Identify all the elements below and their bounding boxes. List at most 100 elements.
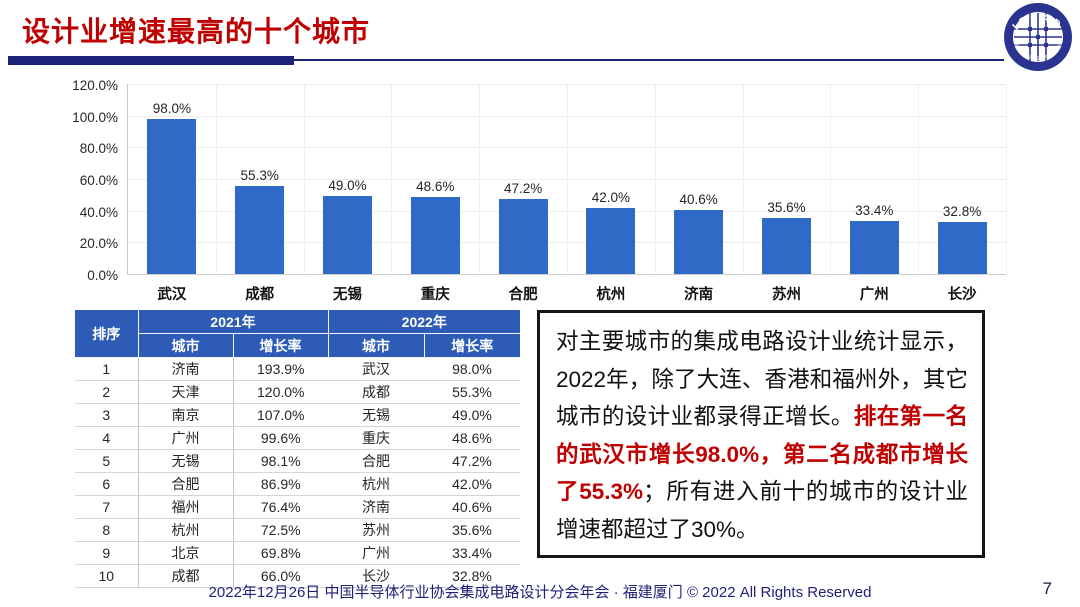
table-cell: 5 — [75, 449, 138, 473]
chart-bar-slot: 48.6% 重庆 — [391, 84, 479, 303]
table-cell: 济南 — [328, 495, 424, 519]
table-cell: 193.9% — [232, 357, 328, 381]
table-cell: 3 — [75, 403, 138, 427]
table-cell: 济南 — [137, 357, 233, 381]
table-cell: 合肥 — [328, 449, 424, 473]
chart-bar-slot: 33.4% 广州 — [830, 84, 918, 303]
chart-bar-slot: 47.2% 合肥 — [479, 84, 567, 303]
y-axis: 0.0% 20.0% 40.0% 60.0% 80.0% 100.0% 120.0% — [0, 78, 118, 283]
table-cell: 69.8% — [232, 541, 328, 565]
bar-category-label: 杭州 — [596, 287, 626, 303]
bar-category-label: 无锡 — [332, 287, 362, 303]
table-row: 3 南京 107.0% 无锡 49.0% — [75, 403, 520, 427]
table-row: 5 无锡 98.1% 合肥 47.2% — [75, 449, 520, 473]
y-axis-tick-label: 20.0% — [79, 236, 118, 252]
iccad-logo-icon: ICCAD 中国半导体行业协会集成电路设计分会 — [1004, 3, 1072, 71]
bar-category-label: 长沙 — [947, 287, 977, 303]
gridline-vertical — [918, 84, 920, 274]
divider-thick-bar — [8, 56, 294, 65]
table-cell: 9 — [75, 541, 138, 565]
gridline-vertical — [391, 84, 393, 274]
table-cell: 北京 — [137, 541, 233, 565]
table-cell: 40.6% — [424, 495, 520, 519]
page-number: 7 — [1042, 579, 1052, 598]
table-cell: 32.8% — [424, 564, 520, 588]
chart-bar-slot: 98.0% 武汉 — [128, 84, 216, 303]
table-cell: 成都 — [137, 564, 233, 588]
gridline-vertical — [479, 84, 481, 274]
plot-area: 98.0% 武汉 55.3% 成都 49.0% 无锡 48.6% 重庆 47.2% 合肥 42.0%… — [127, 84, 1007, 303]
table-cell: 33.4% — [424, 541, 520, 565]
table-cell: 福州 — [137, 495, 233, 519]
table-cell: 广州 — [328, 541, 424, 565]
chart-bar-slot: 35.6% 苏州 — [743, 84, 831, 303]
growth-bar-chart: 0.0% 20.0% 40.0% 60.0% 80.0% 100.0% 120.0% 98.… — [0, 70, 1080, 308]
table-cell: 广州 — [137, 426, 233, 450]
bars-container: 98.0% 武汉 55.3% 成都 49.0% 无锡 48.6% 重庆 47.2% 合肥 42.0%… — [128, 84, 1006, 303]
table-cell: 4 — [75, 426, 138, 450]
gridline-vertical — [654, 84, 656, 274]
title-divider — [8, 56, 1004, 65]
bar-value-label: 32.8% — [942, 204, 982, 220]
bar-value-label: 55.3% — [240, 168, 279, 184]
table-cell: 48.6% — [424, 426, 520, 450]
chart-bar — [147, 118, 197, 274]
summary-note-box: 对主要城市的集成电路设计业统计显示，2022年，除了大连、香港和福州外，其它城市… — [537, 310, 985, 558]
table-cell: 72.5% — [232, 518, 328, 542]
table-cell: 合肥 — [137, 472, 233, 496]
chart-bar — [410, 197, 460, 274]
bar-value-label: 42.0% — [591, 189, 631, 205]
table-cell: 杭州 — [328, 472, 424, 496]
table-cell: 10 — [75, 564, 138, 588]
table-cell: 天津 — [137, 380, 233, 404]
bar-value-label: 40.6% — [679, 191, 718, 207]
table-cell: 2 — [75, 380, 138, 404]
table-cell: 8 — [75, 518, 138, 542]
y-axis-tick-label: 40.0% — [79, 204, 118, 220]
bar-category-label: 合肥 — [508, 287, 538, 303]
table-row: 8 杭州 72.5% 苏州 35.6% — [75, 518, 520, 542]
table-header-2021: 2021年 — [137, 310, 329, 334]
note-text-highlight: 排在第一名的武汉市增长98.0%，第二名成都市增长了55.3% — [556, 404, 968, 504]
table-cell: 86.9% — [232, 472, 328, 496]
table-cell: 55.3% — [424, 380, 520, 404]
gridline-vertical — [567, 84, 568, 274]
bar-value-label: 49.0% — [328, 178, 367, 194]
y-axis-tick-label: 80.0% — [79, 141, 118, 157]
y-axis-tick-label: 120.0% — [72, 78, 118, 93]
gridlines — [128, 84, 1007, 274]
city-growth-table: 排序 2021年 2022年 城市 增长率 城市 增长率 1 济南 193.9% 武汉… — [75, 310, 520, 588]
table-header-rank: 排序 — [75, 310, 139, 358]
table-cell: 无锡 — [328, 403, 424, 427]
table-row: 9 北京 69.8% 广州 33.4% — [75, 541, 520, 565]
table-cell: 南京 — [137, 403, 233, 427]
divider-thin-line — [294, 59, 1004, 61]
table-cell: 76.4% — [232, 495, 328, 519]
table-header-city-2022: 城市 — [327, 333, 425, 358]
chart-bar — [849, 221, 899, 274]
table-row: 7 福州 76.4% 济南 40.6% — [75, 495, 520, 519]
chart-bar — [586, 207, 636, 274]
bar-category-label: 广州 — [859, 287, 889, 303]
chart-bar — [761, 217, 811, 274]
footer-text: 2022年12月26日 中国半导体行业协会集成电路设计分会年会 · 福建厦门 ©… — [208, 584, 872, 601]
gridline-vertical — [303, 84, 305, 274]
note-text-2: ；所有进入前十的城市的设计业增速都超过了30%。 — [556, 479, 968, 542]
table-cell: 107.0% — [232, 403, 328, 427]
chart-bar — [937, 222, 987, 274]
chart-bar-slot: 49.0% 无锡 — [304, 84, 392, 303]
table-cell: 无锡 — [137, 449, 233, 473]
table-cell: 47.2% — [424, 449, 520, 473]
chart-bar — [674, 209, 724, 274]
table-header-2022: 2022年 — [327, 310, 520, 334]
table-cell: 99.6% — [232, 426, 328, 450]
gridline-vertical — [830, 84, 832, 274]
y-axis-tick-label: 60.0% — [79, 173, 118, 188]
bar-category-label: 济南 — [684, 287, 714, 303]
bar-value-label: 35.6% — [767, 199, 806, 215]
bar-value-label: 47.2% — [503, 181, 543, 197]
table-row: 1 济南 193.9% 武汉 98.0% — [75, 357, 520, 381]
table-cell: 42.0% — [424, 472, 520, 496]
bar-category-label: 苏州 — [771, 287, 801, 303]
table-row: 10 成都 66.0% 长沙 32.8% — [75, 564, 520, 588]
